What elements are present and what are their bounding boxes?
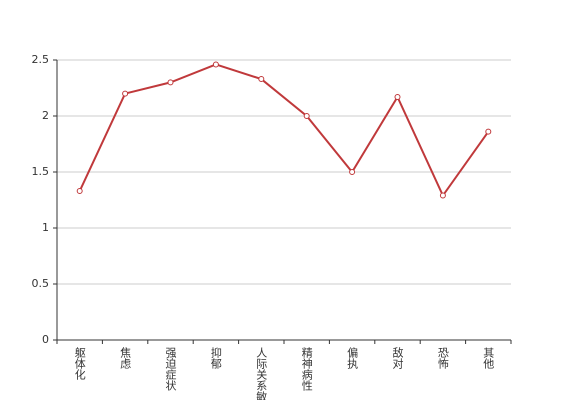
y-tick-label: 0	[42, 333, 49, 346]
y-tick-label: 2.5	[32, 53, 50, 66]
point	[167, 79, 174, 86]
point	[439, 192, 446, 199]
x-tick-label: 其他	[482, 347, 495, 369]
x-tick-label: 精神病性	[300, 347, 313, 392]
point	[76, 188, 83, 195]
point	[349, 169, 356, 175]
x-tick-label: 抑郁	[209, 346, 222, 369]
x-tick-label: 敌对	[391, 346, 404, 369]
point	[122, 90, 129, 97]
line	[78, 63, 490, 198]
y-tick-label: 1.5	[32, 165, 50, 178]
y-tick-label: 2	[42, 109, 49, 122]
x-tick-label: 人际关系敏感	[255, 347, 268, 400]
point	[212, 61, 219, 68]
x-tick-label: 焦虑	[119, 347, 132, 369]
y-tick-label: 0.5	[32, 277, 50, 290]
point	[258, 76, 265, 83]
x-tick-label: 强迫症状	[164, 347, 177, 391]
point	[485, 128, 492, 135]
point	[303, 113, 310, 119]
x-tick-label: 恐怖	[436, 347, 449, 369]
y-tick-label: 1	[42, 221, 49, 234]
x-tick-label: 躯体化	[73, 347, 86, 381]
point	[394, 93, 401, 100]
x-tick-label: 偏执	[346, 346, 359, 370]
